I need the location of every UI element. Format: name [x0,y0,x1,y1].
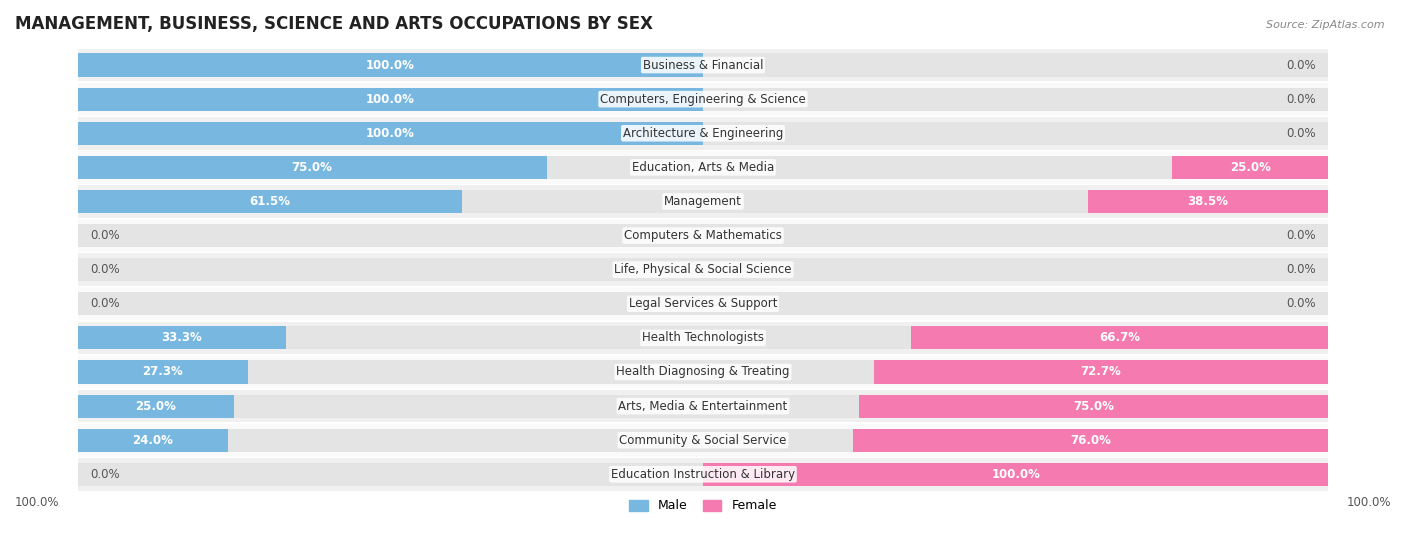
Bar [77,88,1329,111]
Text: Legal Services & Support: Legal Services & Support [628,297,778,310]
Bar [77,356,1329,389]
Bar [77,395,233,418]
Text: Health Diagnosing & Treating: Health Diagnosing & Treating [616,366,790,378]
Bar [77,326,1329,349]
Bar [77,190,1329,213]
Bar [77,190,463,213]
Text: 0.0%: 0.0% [90,468,120,481]
Text: 72.7%: 72.7% [1081,366,1122,378]
Text: 0.0%: 0.0% [1286,59,1316,72]
Text: Education, Arts & Media: Education, Arts & Media [631,161,775,174]
Bar [1173,156,1329,179]
Bar [77,219,1329,252]
Text: 100.0%: 100.0% [366,127,415,140]
Bar [77,151,1329,184]
Bar [77,390,1329,423]
Bar [77,326,285,349]
Text: 38.5%: 38.5% [1188,195,1229,208]
Text: 0.0%: 0.0% [1286,229,1316,242]
Text: Computers & Mathematics: Computers & Mathematics [624,229,782,242]
Text: 75.0%: 75.0% [1073,400,1115,413]
Text: 76.0%: 76.0% [1070,434,1111,447]
Text: 0.0%: 0.0% [90,297,120,310]
Bar [77,156,1329,179]
Text: Source: ZipAtlas.com: Source: ZipAtlas.com [1267,20,1385,30]
Text: 33.3%: 33.3% [162,331,202,344]
Text: Management: Management [664,195,742,208]
Text: Health Technologists: Health Technologists [643,331,763,344]
Text: 100.0%: 100.0% [15,496,59,509]
Text: 75.0%: 75.0% [291,161,333,174]
Text: Arts, Media & Entertainment: Arts, Media & Entertainment [619,400,787,413]
Text: 61.5%: 61.5% [249,195,291,208]
Legend: Male, Female: Male, Female [624,495,782,518]
Text: 25.0%: 25.0% [1230,161,1271,174]
Text: 27.3%: 27.3% [142,366,183,378]
Bar [911,326,1329,349]
Bar [77,54,1329,77]
Bar [77,424,1329,457]
Bar [77,258,1329,281]
Bar [77,458,1329,491]
Bar [77,253,1329,286]
Text: 0.0%: 0.0% [1286,263,1316,276]
Bar [77,156,547,179]
Text: 100.0%: 100.0% [991,468,1040,481]
Text: Computers, Engineering & Science: Computers, Engineering & Science [600,93,806,106]
Bar [77,185,1329,218]
Bar [77,117,1329,150]
Bar [77,54,703,77]
Text: 100.0%: 100.0% [366,59,415,72]
Text: Business & Financial: Business & Financial [643,59,763,72]
Bar [77,49,1329,82]
Text: 0.0%: 0.0% [1286,127,1316,140]
Text: 100.0%: 100.0% [366,93,415,106]
Bar [703,463,1329,486]
Bar [77,429,228,452]
Text: Architecture & Engineering: Architecture & Engineering [623,127,783,140]
Text: 66.7%: 66.7% [1099,331,1140,344]
Bar [853,429,1329,452]
Text: Life, Physical & Social Science: Life, Physical & Social Science [614,263,792,276]
Bar [77,463,1329,486]
Bar [873,361,1329,383]
Bar [77,224,1329,247]
Text: 0.0%: 0.0% [1286,297,1316,310]
Bar [77,88,703,111]
Bar [77,122,1329,145]
Bar [77,292,1329,315]
Text: 0.0%: 0.0% [90,263,120,276]
Text: 100.0%: 100.0% [1347,496,1391,509]
Bar [77,83,1329,116]
Bar [77,287,1329,320]
Bar [77,361,249,383]
Bar [77,429,1329,452]
Bar [859,395,1329,418]
Text: 0.0%: 0.0% [1286,93,1316,106]
Text: 24.0%: 24.0% [132,434,173,447]
Bar [77,361,1329,383]
Bar [77,122,703,145]
Bar [77,395,1329,418]
Text: 25.0%: 25.0% [135,400,176,413]
Bar [77,321,1329,354]
Text: MANAGEMENT, BUSINESS, SCIENCE AND ARTS OCCUPATIONS BY SEX: MANAGEMENT, BUSINESS, SCIENCE AND ARTS O… [15,15,652,33]
Text: Education Instruction & Library: Education Instruction & Library [612,468,794,481]
Text: Community & Social Service: Community & Social Service [619,434,787,447]
Text: 0.0%: 0.0% [90,229,120,242]
Bar [1088,190,1329,213]
